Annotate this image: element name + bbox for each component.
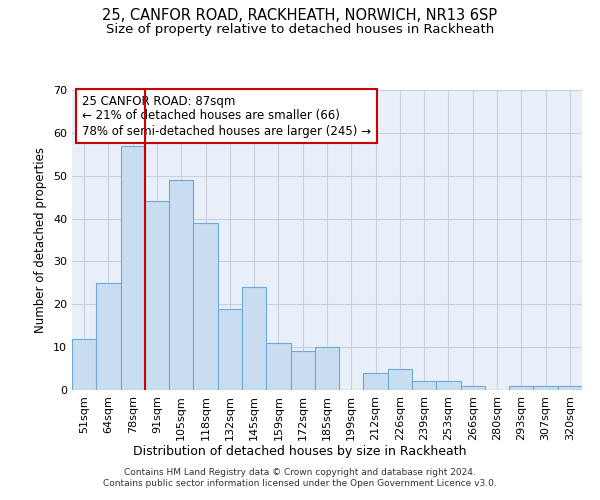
Text: 25 CANFOR ROAD: 87sqm
← 21% of detached houses are smaller (66)
78% of semi-deta: 25 CANFOR ROAD: 87sqm ← 21% of detached …	[82, 94, 371, 138]
Bar	[315, 347, 339, 390]
Bar	[169, 180, 193, 390]
Bar	[290, 352, 315, 390]
Y-axis label: Number of detached properties: Number of detached properties	[34, 147, 47, 333]
Bar	[193, 223, 218, 390]
Bar	[242, 287, 266, 390]
Bar	[509, 386, 533, 390]
Bar	[364, 373, 388, 390]
Bar	[388, 368, 412, 390]
Bar	[436, 382, 461, 390]
Bar	[533, 386, 558, 390]
Text: 25, CANFOR ROAD, RACKHEATH, NORWICH, NR13 6SP: 25, CANFOR ROAD, RACKHEATH, NORWICH, NR1…	[103, 8, 497, 22]
Bar	[412, 382, 436, 390]
Bar	[72, 338, 96, 390]
Bar	[121, 146, 145, 390]
Bar	[266, 343, 290, 390]
Text: Size of property relative to detached houses in Rackheath: Size of property relative to detached ho…	[106, 22, 494, 36]
Bar	[96, 283, 121, 390]
Text: Distribution of detached houses by size in Rackheath: Distribution of detached houses by size …	[133, 445, 467, 458]
Bar	[145, 202, 169, 390]
Bar	[218, 308, 242, 390]
Text: Contains HM Land Registry data © Crown copyright and database right 2024.
Contai: Contains HM Land Registry data © Crown c…	[103, 468, 497, 487]
Bar	[558, 386, 582, 390]
Bar	[461, 386, 485, 390]
